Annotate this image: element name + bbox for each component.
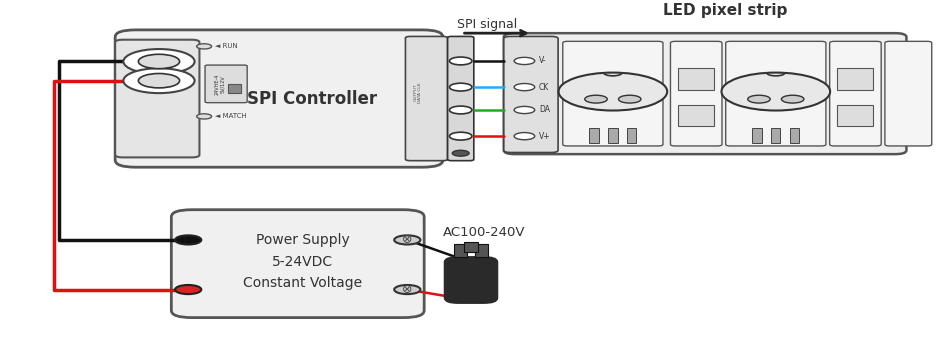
Circle shape (514, 57, 535, 65)
Circle shape (452, 150, 469, 156)
Bar (837, 105, 873, 126)
Circle shape (449, 57, 472, 65)
Text: ⊗: ⊗ (402, 234, 413, 246)
Circle shape (394, 285, 420, 294)
Bar (678, 105, 714, 126)
Circle shape (175, 235, 202, 244)
FancyBboxPatch shape (562, 41, 663, 146)
FancyBboxPatch shape (445, 257, 497, 303)
Circle shape (138, 54, 180, 69)
Bar (609, 128, 618, 143)
Bar (590, 128, 599, 143)
Circle shape (559, 73, 667, 110)
Text: DA: DA (539, 105, 550, 115)
Circle shape (394, 235, 420, 244)
Circle shape (123, 49, 195, 74)
Bar (464, 242, 478, 252)
Circle shape (449, 83, 472, 91)
Circle shape (619, 95, 641, 103)
Circle shape (514, 84, 535, 91)
FancyBboxPatch shape (830, 41, 881, 146)
Text: Power Supply
5-24VDC
Constant Voltage: Power Supply 5-24VDC Constant Voltage (243, 233, 363, 290)
Text: ◄ RUN: ◄ RUN (216, 44, 238, 49)
Text: CK: CK (539, 83, 549, 91)
Text: LED pixel strip: LED pixel strip (663, 3, 788, 18)
Circle shape (449, 106, 472, 114)
Text: SPI signal: SPI signal (457, 18, 517, 32)
FancyBboxPatch shape (115, 40, 200, 157)
Circle shape (138, 73, 180, 88)
FancyBboxPatch shape (504, 36, 558, 153)
Bar (454, 244, 467, 257)
Bar (789, 128, 799, 143)
FancyBboxPatch shape (671, 41, 722, 146)
Circle shape (175, 285, 202, 294)
Circle shape (197, 114, 212, 119)
Text: ◄ MATCH: ◄ MATCH (216, 114, 247, 119)
Circle shape (514, 133, 535, 140)
Circle shape (748, 95, 771, 103)
Text: 24VHE-4
5V/12V: 24VHE-4 5V/12V (215, 73, 225, 95)
Text: V+: V+ (539, 132, 551, 141)
Bar (753, 128, 762, 143)
FancyBboxPatch shape (115, 30, 443, 167)
Bar (771, 128, 781, 143)
Circle shape (123, 68, 195, 93)
Circle shape (585, 95, 608, 103)
Bar (678, 68, 714, 90)
FancyBboxPatch shape (405, 36, 447, 161)
Bar (837, 68, 873, 90)
Text: ⊗: ⊗ (402, 283, 413, 296)
Text: V-: V- (539, 56, 546, 66)
Text: AC100-240V: AC100-240V (443, 226, 526, 239)
Bar (627, 128, 636, 143)
FancyBboxPatch shape (504, 33, 906, 154)
Circle shape (197, 44, 212, 49)
Circle shape (514, 106, 535, 114)
FancyBboxPatch shape (885, 41, 932, 146)
FancyBboxPatch shape (725, 41, 826, 146)
Text: OUTPUT
DATA CLK: OUTPUT DATA CLK (414, 82, 422, 103)
Bar (475, 244, 488, 257)
Bar (228, 84, 241, 93)
FancyBboxPatch shape (171, 210, 424, 318)
FancyBboxPatch shape (205, 65, 247, 103)
Circle shape (449, 132, 472, 140)
Text: SPI Controller: SPI Controller (247, 89, 377, 107)
FancyBboxPatch shape (447, 36, 474, 161)
Circle shape (782, 95, 804, 103)
Circle shape (722, 73, 830, 110)
